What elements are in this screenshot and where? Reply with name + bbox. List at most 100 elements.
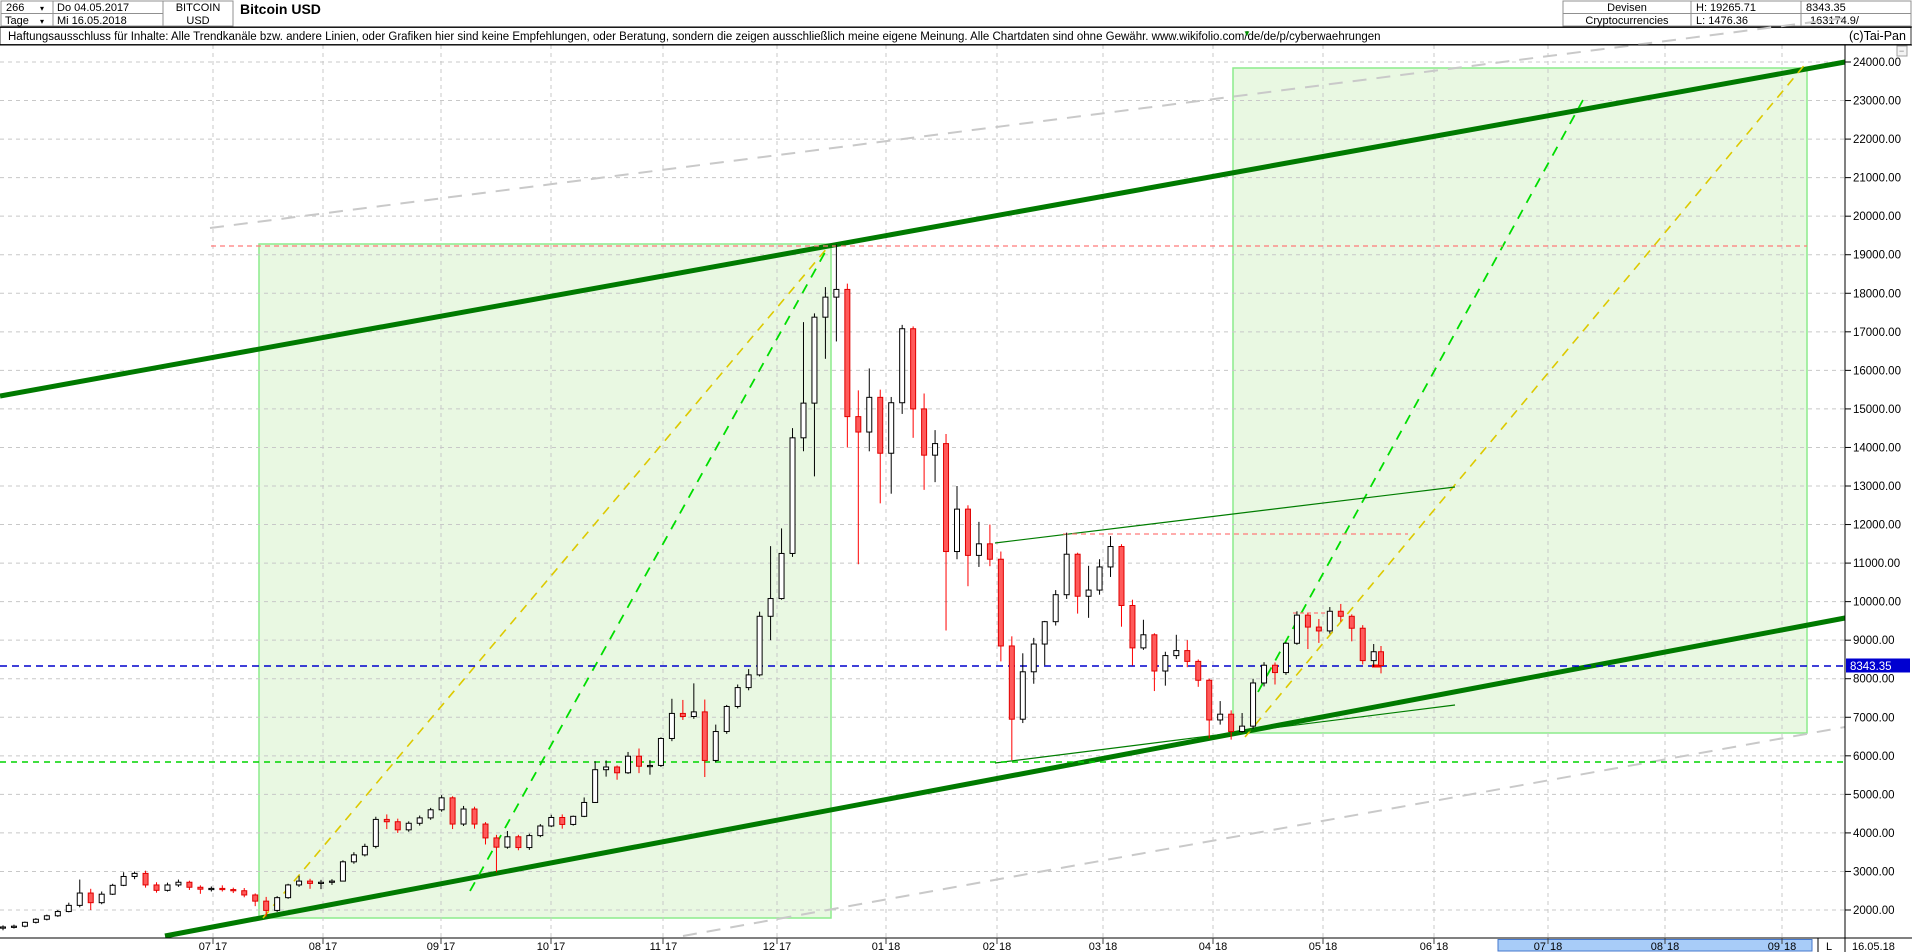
resistance-thin-green-1 <box>994 486 1456 544</box>
candle-up <box>537 825 544 837</box>
candle-down <box>1378 651 1384 667</box>
x-year-label[interactable]: 18 <box>1436 941 1448 952</box>
x-year-label[interactable]: 17 <box>553 941 565 952</box>
x-axis-labels[interactable]: 07 17 08 17 09 17 10 17 11 17 12 17 01 18 02 18 03 18 04 18… <box>199 938 1895 952</box>
candle-down <box>636 755 642 767</box>
candle-up <box>822 296 829 318</box>
main-channel-top <box>0 59 1846 399</box>
candle-down <box>482 823 489 839</box>
candle-up <box>21 921 28 927</box>
candle-down <box>230 889 237 892</box>
bars-count-value[interactable]: 266 <box>6 2 24 14</box>
candle-down <box>921 408 928 456</box>
x-month-label[interactable]: 06 <box>1420 941 1432 952</box>
x-year-label[interactable]: 18 <box>1784 941 1796 952</box>
candle-up <box>767 598 774 617</box>
y-tick-label: 14000.00 <box>1853 442 1901 454</box>
x-month-label[interactable]: 10 <box>537 941 549 952</box>
candle-up <box>438 797 445 811</box>
main-channel-bottom <box>164 615 1846 939</box>
date-range-selection[interactable] <box>1497 939 1813 952</box>
x-month-label[interactable]: 02 <box>983 941 995 952</box>
x-month-label[interactable]: 12 <box>763 941 775 952</box>
candle-down <box>1129 604 1136 649</box>
uptrend-zone-2017 <box>258 243 832 919</box>
candle-down <box>1315 626 1322 632</box>
candle-up <box>756 615 763 676</box>
last-price-badge-text: 8343.35 <box>1850 661 1892 673</box>
date-end-value[interactable]: Mi 16.05.2018 <box>57 15 127 27</box>
x-month-label[interactable]: 05 <box>1309 941 1321 952</box>
candle-down <box>186 881 193 888</box>
candle-up <box>570 815 577 825</box>
x-month-label[interactable]: 07 <box>1534 941 1546 952</box>
x-month-label[interactable]: 08 <box>309 941 321 952</box>
period-dropdown-icon[interactable]: ▾ <box>40 17 44 26</box>
period-value[interactable]: Tage <box>5 15 29 27</box>
candle-down <box>855 416 862 433</box>
x-year-label[interactable]: 17 <box>443 941 455 952</box>
candle-down <box>307 880 314 884</box>
y-tick-label: 11000.00 <box>1853 558 1900 570</box>
candle-down <box>142 872 149 886</box>
x-month-label[interactable]: 03 <box>1089 941 1101 952</box>
candle-down <box>877 396 884 454</box>
x-year-label[interactable]: 17 <box>325 941 337 952</box>
x-year-label[interactable]: 18 <box>1105 941 1117 952</box>
collapse-box-icon[interactable] <box>1896 45 1908 57</box>
y-tick-label: 10000.00 <box>1853 597 1901 609</box>
symbol-line2: USD <box>186 15 209 27</box>
disclaimer-text: Haftungsausschluss für Inhalte: Alle Tre… <box>8 31 1381 43</box>
x-year-label[interactable]: 18 <box>888 941 900 952</box>
category-line1: Devisen <box>1607 2 1647 14</box>
candle-down <box>252 894 259 902</box>
x-year-label[interactable]: 17 <box>665 941 677 952</box>
candle-up <box>350 854 357 863</box>
candle-up <box>274 897 281 911</box>
candle-up <box>1041 621 1048 645</box>
candle-down <box>1348 615 1355 629</box>
candle-up <box>548 816 555 827</box>
x-month-label[interactable]: 08 <box>1651 941 1663 952</box>
x-month-label[interactable]: 09 <box>1768 941 1780 952</box>
x-month-label[interactable]: 04 <box>1199 941 1211 952</box>
y-tick-label: 12000.00 <box>1853 520 1901 532</box>
x-month-label[interactable]: 01 <box>872 941 884 952</box>
x-year-label[interactable]: 18 <box>1215 941 1227 952</box>
high-value: H: 19265.71 <box>1696 2 1756 14</box>
candle-up <box>789 437 796 554</box>
x-year-label[interactable]: 18 <box>1550 941 1562 952</box>
date-start-value[interactable]: Do 04.05.2017 <box>57 2 129 14</box>
candle-up <box>1326 610 1333 632</box>
y-tick-label: 13000.00 <box>1853 481 1901 493</box>
bars-count-dropdown-icon[interactable]: ▾ <box>40 4 44 13</box>
x-year-label[interactable]: 17 <box>779 941 791 952</box>
x-year-label[interactable]: 18 <box>1325 941 1337 952</box>
candle-up <box>98 893 105 904</box>
candle-up <box>932 443 939 456</box>
accel-yellow-2017 <box>262 246 829 919</box>
x-month-label[interactable]: 09 <box>427 941 439 952</box>
x-month-label[interactable]: 07 <box>199 941 211 952</box>
candle-up <box>592 769 599 803</box>
candle-up <box>1173 650 1180 657</box>
candle-down <box>87 892 94 904</box>
x-year-label[interactable]: 18 <box>1667 941 1679 952</box>
candle-up <box>1217 713 1224 721</box>
candle-up <box>800 402 807 439</box>
candle-down <box>1304 614 1311 628</box>
x-month-label[interactable]: 11 <box>650 941 661 952</box>
candle-up <box>1096 566 1103 591</box>
candle-up <box>208 887 215 891</box>
collapse-box-glyph: − <box>1899 46 1904 56</box>
candle-down <box>1008 645 1015 720</box>
x-year-label[interactable]: 18 <box>999 941 1011 952</box>
x-year-label[interactable]: 17 <box>215 941 227 952</box>
candle-up <box>0 926 6 929</box>
candle-down <box>1074 553 1081 597</box>
candle-up <box>723 705 730 733</box>
candle-up <box>1085 589 1092 597</box>
y-tick-label: 18000.00 <box>1853 288 1901 300</box>
